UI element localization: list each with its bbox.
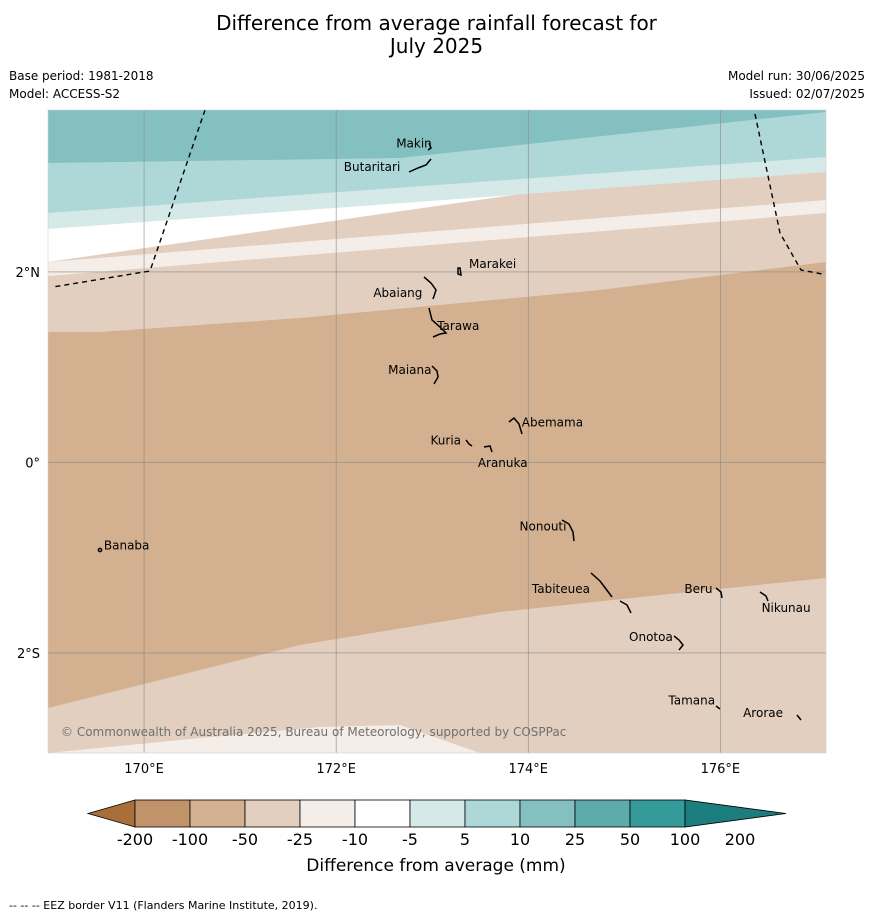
colorbar-segment bbox=[299, 799, 356, 828]
colorbar-segment bbox=[629, 799, 686, 828]
colorbar-tick-label: 200 bbox=[725, 830, 756, 849]
place-label: Butaritari bbox=[344, 160, 401, 174]
map-frame bbox=[47, 109, 827, 754]
place-label: Tarawa bbox=[436, 319, 479, 333]
island-marakei bbox=[457, 267, 462, 277]
lat-tick-label: 0° bbox=[25, 456, 40, 471]
place-label: Makin bbox=[396, 136, 432, 150]
colorbar-segment bbox=[134, 799, 191, 828]
colorbar-tick-label: -10 bbox=[342, 830, 368, 849]
colorbar-tick-label: -5 bbox=[402, 830, 418, 849]
island-banaba bbox=[97, 547, 103, 553]
title-line-2: July 2025 bbox=[389, 34, 484, 58]
rainfall-map: Makin Butaritari Marakei Abaiang Tarawa Maian… bbox=[16, 109, 827, 876]
colorbar: -200 -100 -50 -25 -10 -5 5 10 25 50 100 200 Differe… bbox=[86, 799, 787, 876]
axis-labels: 170°E 172°E 174°E 176°E 2°N 0° 2°S bbox=[16, 266, 741, 777]
colorbar-title: Difference from average (mm) bbox=[306, 856, 565, 876]
place-label: Nikunau bbox=[762, 601, 811, 615]
colorbar-segments bbox=[86, 799, 787, 828]
lon-tick-label: 174°E bbox=[508, 762, 548, 777]
lon-tick-label: 172°E bbox=[316, 762, 356, 777]
lon-tick-label: 170°E bbox=[124, 762, 164, 777]
island-tamana bbox=[715, 705, 721, 710]
island-aranuka bbox=[483, 445, 493, 453]
colorbar-tick-labels: -200 -100 -50 -25 -10 -5 5 10 25 50 100 200 bbox=[117, 830, 755, 849]
colorbar-tick-label: 25 bbox=[565, 830, 585, 849]
island-maiana bbox=[431, 365, 439, 385]
place-label: Abaiang bbox=[373, 286, 422, 300]
colorbar-segment bbox=[464, 799, 521, 828]
island-outlines bbox=[97, 142, 802, 721]
island-makin bbox=[427, 142, 432, 151]
island-nikunau bbox=[759, 591, 769, 602]
meta-left: Base period: 1981-2018 Model: ACCESS-S2 bbox=[9, 67, 154, 103]
model-text: Model: ACCESS-S2 bbox=[9, 87, 121, 101]
title-line-1: Difference from average rainfall forecas… bbox=[216, 11, 657, 35]
eez-border-west bbox=[52, 109, 206, 288]
island-butaritari bbox=[408, 158, 432, 173]
island-tarawa bbox=[428, 307, 448, 338]
place-labels: Makin Butaritari Marakei Abaiang Tarawa Maian… bbox=[104, 136, 811, 720]
place-label: Banaba bbox=[104, 538, 150, 552]
eez-border-east bbox=[754, 113, 823, 275]
island-arorae bbox=[796, 714, 802, 721]
island-tabiteuea-south bbox=[619, 600, 632, 614]
island-abemama bbox=[508, 416, 523, 435]
grid-lines bbox=[48, 110, 826, 753]
colorbar-segment bbox=[189, 799, 246, 828]
colorbar-tick-label: 50 bbox=[620, 830, 640, 849]
colorbar-extend-high bbox=[684, 799, 787, 828]
copyright-text: © Commonwealth of Australia 2025, Bureau… bbox=[61, 725, 566, 739]
map-title: Difference from average rainfall forecas… bbox=[0, 12, 873, 58]
island-abaiang bbox=[423, 276, 437, 300]
place-label: Onotoa bbox=[629, 630, 673, 644]
eez-borders bbox=[52, 109, 823, 288]
colorbar-tick-label: -200 bbox=[117, 830, 153, 849]
colorbar-extend-low bbox=[86, 799, 136, 828]
base-period-text: Base period: 1981-2018 bbox=[9, 69, 154, 83]
colorbar-segment bbox=[519, 799, 576, 828]
place-label: Beru bbox=[684, 582, 712, 596]
place-label: Marakei bbox=[469, 257, 516, 271]
band-minus50-minus25 bbox=[48, 262, 826, 708]
colorbar-tick-label: -50 bbox=[232, 830, 258, 849]
band-minus10-minus5 bbox=[48, 200, 826, 276]
place-label: Abemama bbox=[522, 415, 583, 429]
colorbar-segment bbox=[409, 799, 466, 828]
lon-tick-label: 176°E bbox=[701, 762, 741, 777]
island-tabiteuea bbox=[590, 572, 613, 598]
island-onotoa bbox=[673, 635, 684, 651]
lat-tick-label: 2°S bbox=[17, 647, 40, 662]
colorbar-segment bbox=[574, 799, 631, 828]
place-label: Maiana bbox=[388, 363, 431, 377]
colorbar-tick-label: 100 bbox=[670, 830, 701, 849]
meta-right: Model run: 30/06/2025 Issued: 02/07/2025 bbox=[728, 67, 865, 103]
island-kuria bbox=[465, 439, 473, 447]
place-label: Kuria bbox=[431, 434, 462, 448]
band-minus10-minus5-south bbox=[48, 725, 480, 753]
colorbar-segment bbox=[354, 799, 411, 828]
colorbar-segment bbox=[244, 799, 301, 828]
place-label: Tamana bbox=[667, 694, 715, 708]
model-run-text: Model run: 30/06/2025 bbox=[727, 69, 865, 83]
eez-footnote: -- -- -- EEZ border V11 (Flanders Marine… bbox=[9, 899, 318, 912]
place-label: Arorae bbox=[743, 706, 783, 720]
island-nonouti bbox=[561, 519, 575, 542]
issued-text: Issued: 02/07/2025 bbox=[749, 87, 865, 101]
place-label: Tabiteuea bbox=[531, 582, 590, 596]
island-beru bbox=[715, 587, 723, 599]
colorbar-tick-label: -100 bbox=[172, 830, 208, 849]
lat-tick-label: 2°N bbox=[16, 266, 41, 281]
place-label: Aranuka bbox=[478, 456, 528, 470]
colorbar-tick-label: 5 bbox=[460, 830, 470, 849]
place-label: Nonouti bbox=[520, 519, 567, 533]
map-field bbox=[48, 110, 826, 753]
band-25-50 bbox=[48, 110, 826, 163]
colorbar-tick-label: -25 bbox=[287, 830, 313, 849]
colorbar-tick-label: 10 bbox=[510, 830, 530, 849]
